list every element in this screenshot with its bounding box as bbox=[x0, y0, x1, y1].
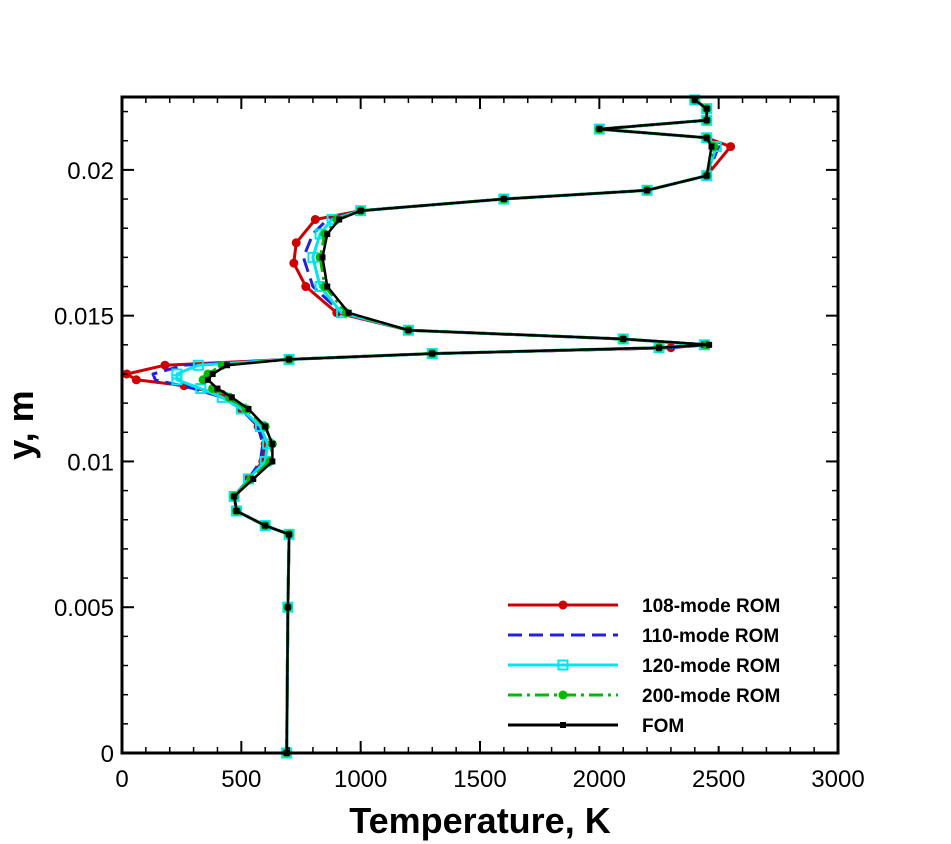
data-point bbox=[209, 370, 216, 377]
data-point bbox=[336, 216, 343, 223]
legend-label: FOM bbox=[642, 716, 684, 737]
legend-marker bbox=[558, 600, 568, 610]
data-point bbox=[291, 238, 301, 248]
data-point bbox=[703, 117, 710, 124]
y-tick-label: 0.01 bbox=[67, 449, 114, 476]
data-point bbox=[269, 440, 276, 447]
data-point bbox=[233, 508, 240, 515]
x-tick-label: 2500 bbox=[692, 766, 745, 793]
data-point bbox=[171, 368, 183, 380]
legend-entry: 108-mode ROM bbox=[508, 596, 780, 617]
legend-label: 120-mode ROM bbox=[642, 656, 780, 677]
y-tick-label: 0.015 bbox=[54, 304, 114, 331]
legend-background bbox=[492, 588, 834, 746]
data-point bbox=[310, 214, 320, 224]
legend-entry: 110-mode ROM bbox=[508, 626, 779, 647]
data-point bbox=[195, 383, 207, 395]
data-point bbox=[286, 531, 293, 538]
data-point bbox=[262, 522, 269, 529]
data-point bbox=[171, 374, 183, 386]
data-point bbox=[131, 375, 141, 385]
x-tick-label: 500 bbox=[221, 766, 261, 793]
data-point bbox=[703, 172, 710, 179]
data-point bbox=[429, 350, 436, 357]
data-point bbox=[500, 196, 507, 203]
data-point bbox=[301, 282, 311, 292]
legend-label: 108-mode ROM bbox=[642, 596, 780, 617]
legend-label: 200-mode ROM bbox=[642, 686, 780, 707]
x-tick-label: 0 bbox=[115, 766, 128, 793]
x-axis-title: Temperature, K bbox=[349, 800, 610, 841]
data-point bbox=[357, 207, 364, 214]
x-tick-label: 1000 bbox=[334, 766, 387, 793]
data-point bbox=[405, 327, 412, 334]
data-point bbox=[286, 356, 293, 363]
data-point bbox=[231, 493, 238, 500]
x-tick-label: 1500 bbox=[453, 766, 506, 793]
data-point bbox=[656, 344, 662, 351]
data-point bbox=[262, 423, 269, 430]
data-point bbox=[345, 309, 352, 316]
data-point bbox=[324, 231, 331, 238]
y-tick-label: 0 bbox=[101, 741, 114, 768]
data-point bbox=[319, 254, 326, 261]
data-point bbox=[250, 475, 257, 482]
legend-marker bbox=[557, 659, 569, 671]
legend-marker bbox=[560, 722, 566, 728]
data-point bbox=[289, 258, 299, 268]
data-point bbox=[214, 385, 221, 392]
x-tick-label: 2000 bbox=[573, 766, 626, 793]
data-point bbox=[703, 105, 710, 112]
data-point bbox=[245, 405, 252, 412]
data-point bbox=[269, 458, 276, 465]
x-tick-label: 3000 bbox=[811, 766, 864, 793]
data-point bbox=[284, 604, 291, 611]
data-point bbox=[703, 134, 710, 141]
legend-marker bbox=[558, 690, 568, 700]
data-point bbox=[192, 359, 204, 371]
data-point bbox=[324, 283, 331, 290]
legend-entry: 200-mode ROM bbox=[508, 686, 780, 707]
data-point bbox=[708, 143, 715, 150]
data-point bbox=[620, 335, 627, 342]
legend-entry: 120-mode ROM bbox=[508, 656, 780, 677]
axis-ticks: 0 500 1000 1500 2000 2500 3000 0 0.005 0.01 0.015 0… bbox=[54, 97, 865, 793]
legend-entry: FOM bbox=[508, 716, 684, 737]
legend-label: 110-mode ROM bbox=[642, 626, 779, 647]
y-axis-title: y, m bbox=[0, 390, 41, 459]
legend: 108-mode ROM 110-mode ROM 120-mode ROM 200-… bbox=[492, 588, 834, 746]
data-point bbox=[706, 341, 713, 348]
y-tick-label: 0.02 bbox=[67, 158, 114, 185]
data-point bbox=[644, 187, 651, 194]
data-point bbox=[160, 360, 170, 370]
series-fom bbox=[204, 96, 715, 756]
data-point bbox=[228, 394, 235, 401]
y-tick-label: 0.005 bbox=[54, 595, 114, 622]
data-point bbox=[596, 126, 603, 133]
data-point bbox=[204, 376, 211, 383]
data-point bbox=[224, 362, 231, 369]
data-point bbox=[726, 142, 736, 152]
series-layer bbox=[122, 94, 736, 759]
